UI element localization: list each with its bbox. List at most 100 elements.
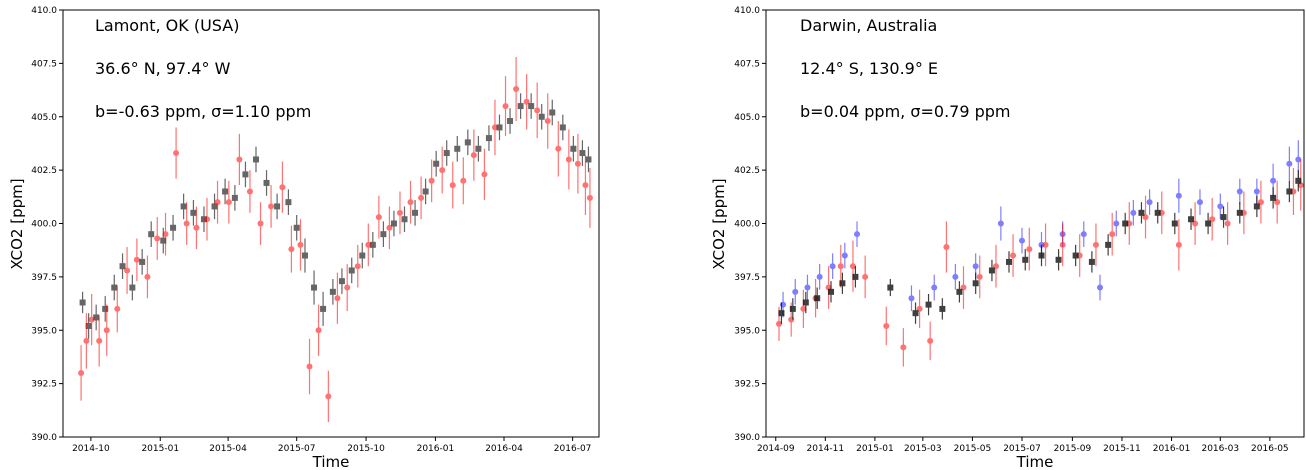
y-tick-label: 405.0: [734, 113, 760, 123]
data-point-square: [390, 220, 397, 227]
data-point-square: [1188, 216, 1195, 223]
data-point-circle: [574, 160, 581, 167]
data-point-circle: [1295, 156, 1302, 163]
data-point-circle: [544, 118, 551, 125]
data-point-square: [1038, 252, 1045, 259]
data-point-circle: [952, 273, 959, 280]
data-point-circle: [513, 85, 520, 92]
data-point-square: [338, 278, 345, 285]
data-point-square: [549, 109, 556, 116]
y-tick-label: 410.0: [31, 6, 57, 16]
data-point-circle: [449, 182, 456, 189]
data-point-circle: [555, 145, 562, 152]
x-axis-label: Time: [1016, 453, 1054, 470]
x-tick-label: 2015-09: [1054, 444, 1092, 454]
data-point-circle: [800, 305, 807, 312]
data-point-square: [839, 280, 846, 287]
data-point-square: [293, 224, 300, 231]
data-point-circle: [816, 273, 823, 280]
data-point-circle: [1175, 241, 1182, 248]
data-point-square: [222, 188, 229, 195]
y-tick-label: 390.0: [734, 433, 760, 443]
series-0-points: [780, 140, 1302, 318]
data-point-square: [1253, 203, 1260, 210]
data-point-circle: [470, 152, 477, 159]
data-point-square: [517, 103, 524, 110]
data-point-square: [570, 145, 577, 152]
data-point-square: [778, 310, 785, 317]
data-point-circle: [396, 209, 403, 216]
data-point-circle: [931, 284, 938, 291]
y-tick-label: 395.0: [734, 326, 760, 336]
data-point-circle: [162, 231, 169, 238]
data-point-square: [464, 139, 471, 146]
data-point-circle: [268, 203, 275, 210]
data-point-circle: [236, 156, 243, 163]
x-tick-label: 2014-09: [757, 444, 795, 454]
data-point-square: [789, 305, 796, 312]
data-layer: [78, 56, 593, 423]
data-point-square: [538, 113, 545, 120]
data-point-square: [93, 314, 100, 321]
x-tick-label: 2016-07: [554, 444, 592, 454]
data-point-square: [242, 171, 249, 178]
x-axis-ticks: 2014-09 2014-11 2015-01 2015-03 2015-05 2015-…: [757, 437, 1289, 454]
data-point-square: [433, 160, 440, 167]
data-point-square: [1220, 214, 1227, 221]
data-point-square: [507, 118, 514, 125]
data-point-circle: [1080, 231, 1087, 238]
data-point-circle: [183, 220, 190, 227]
data-point-square: [369, 241, 376, 248]
data-point-square: [401, 216, 408, 223]
data-point-square: [1022, 256, 1029, 263]
annotation-coordinates: 36.6° N, 97.4° W: [95, 59, 231, 78]
data-point-circle: [418, 194, 425, 201]
data-point-square: [111, 284, 118, 291]
data-point-square: [454, 145, 461, 152]
chart-panel-lamont: 390.0 392.5 395.0 397.5 400.0 402.5 405.0 407.5…: [8, 6, 600, 470]
data-point-circle: [334, 295, 341, 302]
y-tick-label: 392.5: [31, 380, 57, 390]
data-point-circle: [354, 263, 361, 270]
data-point-square: [160, 237, 167, 244]
data-point-circle: [193, 224, 200, 231]
data-point-square: [348, 267, 355, 274]
data-point-circle: [481, 171, 488, 178]
data-point-square: [85, 322, 92, 329]
data-point-circle: [133, 256, 140, 263]
data-point-circle: [124, 267, 131, 274]
data-point-circle: [173, 150, 180, 157]
data-point-square: [119, 263, 126, 270]
annotation-bias-stats: b=-0.63 ppm, σ=1.10 ppm: [95, 102, 311, 121]
data-point-circle: [1010, 252, 1017, 259]
y-tick-label: 405.0: [31, 113, 57, 123]
x-tick-label: 2016-03: [1201, 444, 1239, 454]
data-point-circle: [1018, 237, 1025, 244]
data-point-circle: [1175, 192, 1182, 199]
data-point-circle: [792, 288, 799, 295]
data-point-square: [1295, 177, 1302, 184]
data-point-circle: [1026, 246, 1033, 253]
data-point-square: [190, 209, 197, 216]
data-point-square: [1286, 188, 1293, 195]
data-point-square: [887, 284, 894, 291]
data-point-square: [102, 305, 109, 312]
series-1-points: [78, 56, 593, 423]
data-point-square: [1088, 258, 1095, 265]
data-point-circle: [103, 327, 110, 334]
data-point-square: [912, 310, 919, 317]
x-tick-label: 2016-05: [1251, 444, 1289, 454]
data-point-square: [320, 305, 327, 312]
annotation-site-name: Lamont, OK (USA): [95, 16, 239, 35]
x-tick-label: 2016-01: [417, 444, 455, 454]
data-point-circle: [214, 199, 221, 206]
x-tick-label: 2015-10: [347, 444, 385, 454]
data-point-square: [1072, 252, 1079, 259]
data-point-square: [329, 288, 336, 295]
data-point-circle: [854, 231, 861, 238]
x-tick-label: 2014-10: [72, 444, 110, 454]
data-point-square: [1105, 241, 1112, 248]
y-tick-label: 395.0: [31, 326, 57, 336]
data-point-square: [528, 103, 535, 110]
data-point-circle: [997, 220, 1004, 227]
